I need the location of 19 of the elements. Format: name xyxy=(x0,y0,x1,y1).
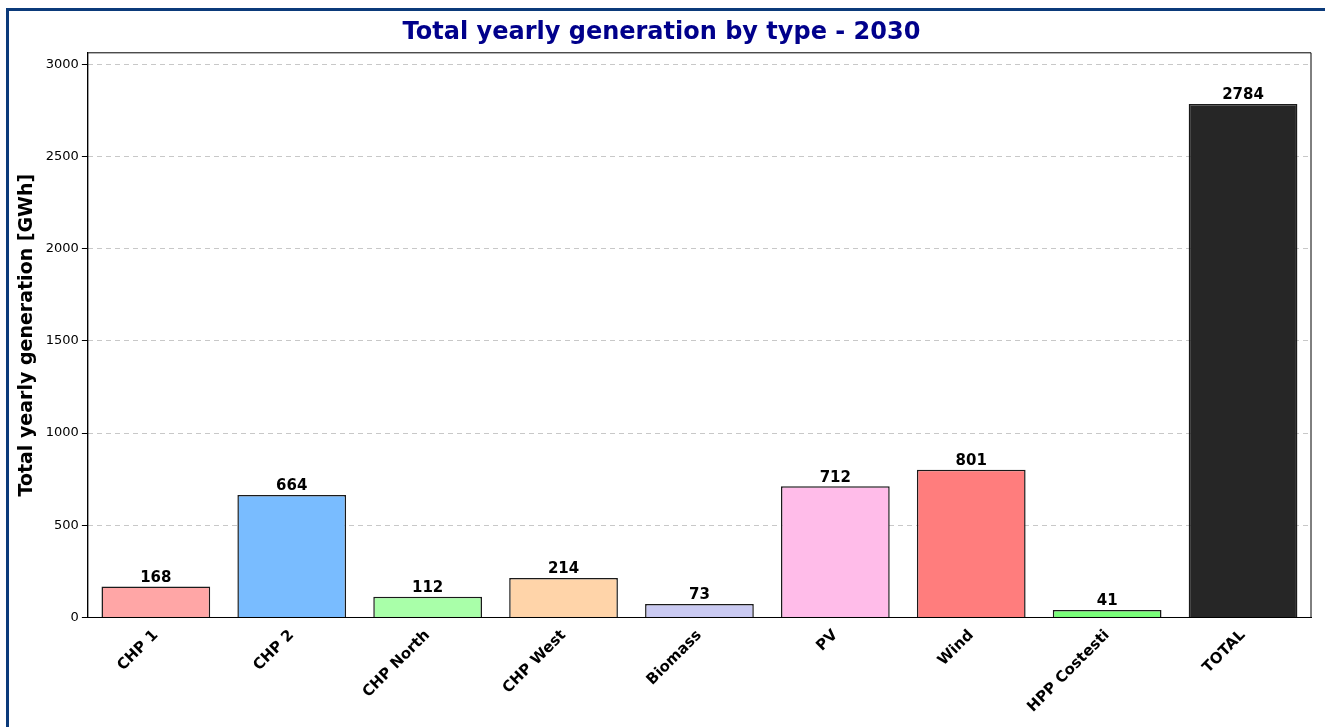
data-label: 41 xyxy=(1096,591,1118,610)
y-axis-title: Total yearly generation [GWh] xyxy=(14,173,37,497)
x-tick-label: PV xyxy=(812,625,842,655)
data-label: 712 xyxy=(819,467,851,486)
data-label: 664 xyxy=(276,476,308,495)
y-tick-label: 500 xyxy=(54,516,79,532)
y-tick-label: 2500 xyxy=(45,147,79,163)
data-label: 73 xyxy=(689,585,710,604)
data-label: 2784 xyxy=(1222,85,1264,104)
y-tick-label: 2000 xyxy=(45,240,79,256)
data-label: 168 xyxy=(140,567,172,586)
y-tick-label: 1000 xyxy=(45,424,79,440)
data-label: 112 xyxy=(411,578,444,597)
data-label: 801 xyxy=(955,451,987,470)
chart-title: Total yearly generation by type - 2030 xyxy=(402,16,921,45)
data-label: 214 xyxy=(547,559,580,578)
y-tick-label: 3000 xyxy=(45,55,79,71)
y-tick-label: 1500 xyxy=(45,332,79,348)
y-tick-label: 0 xyxy=(70,608,79,624)
